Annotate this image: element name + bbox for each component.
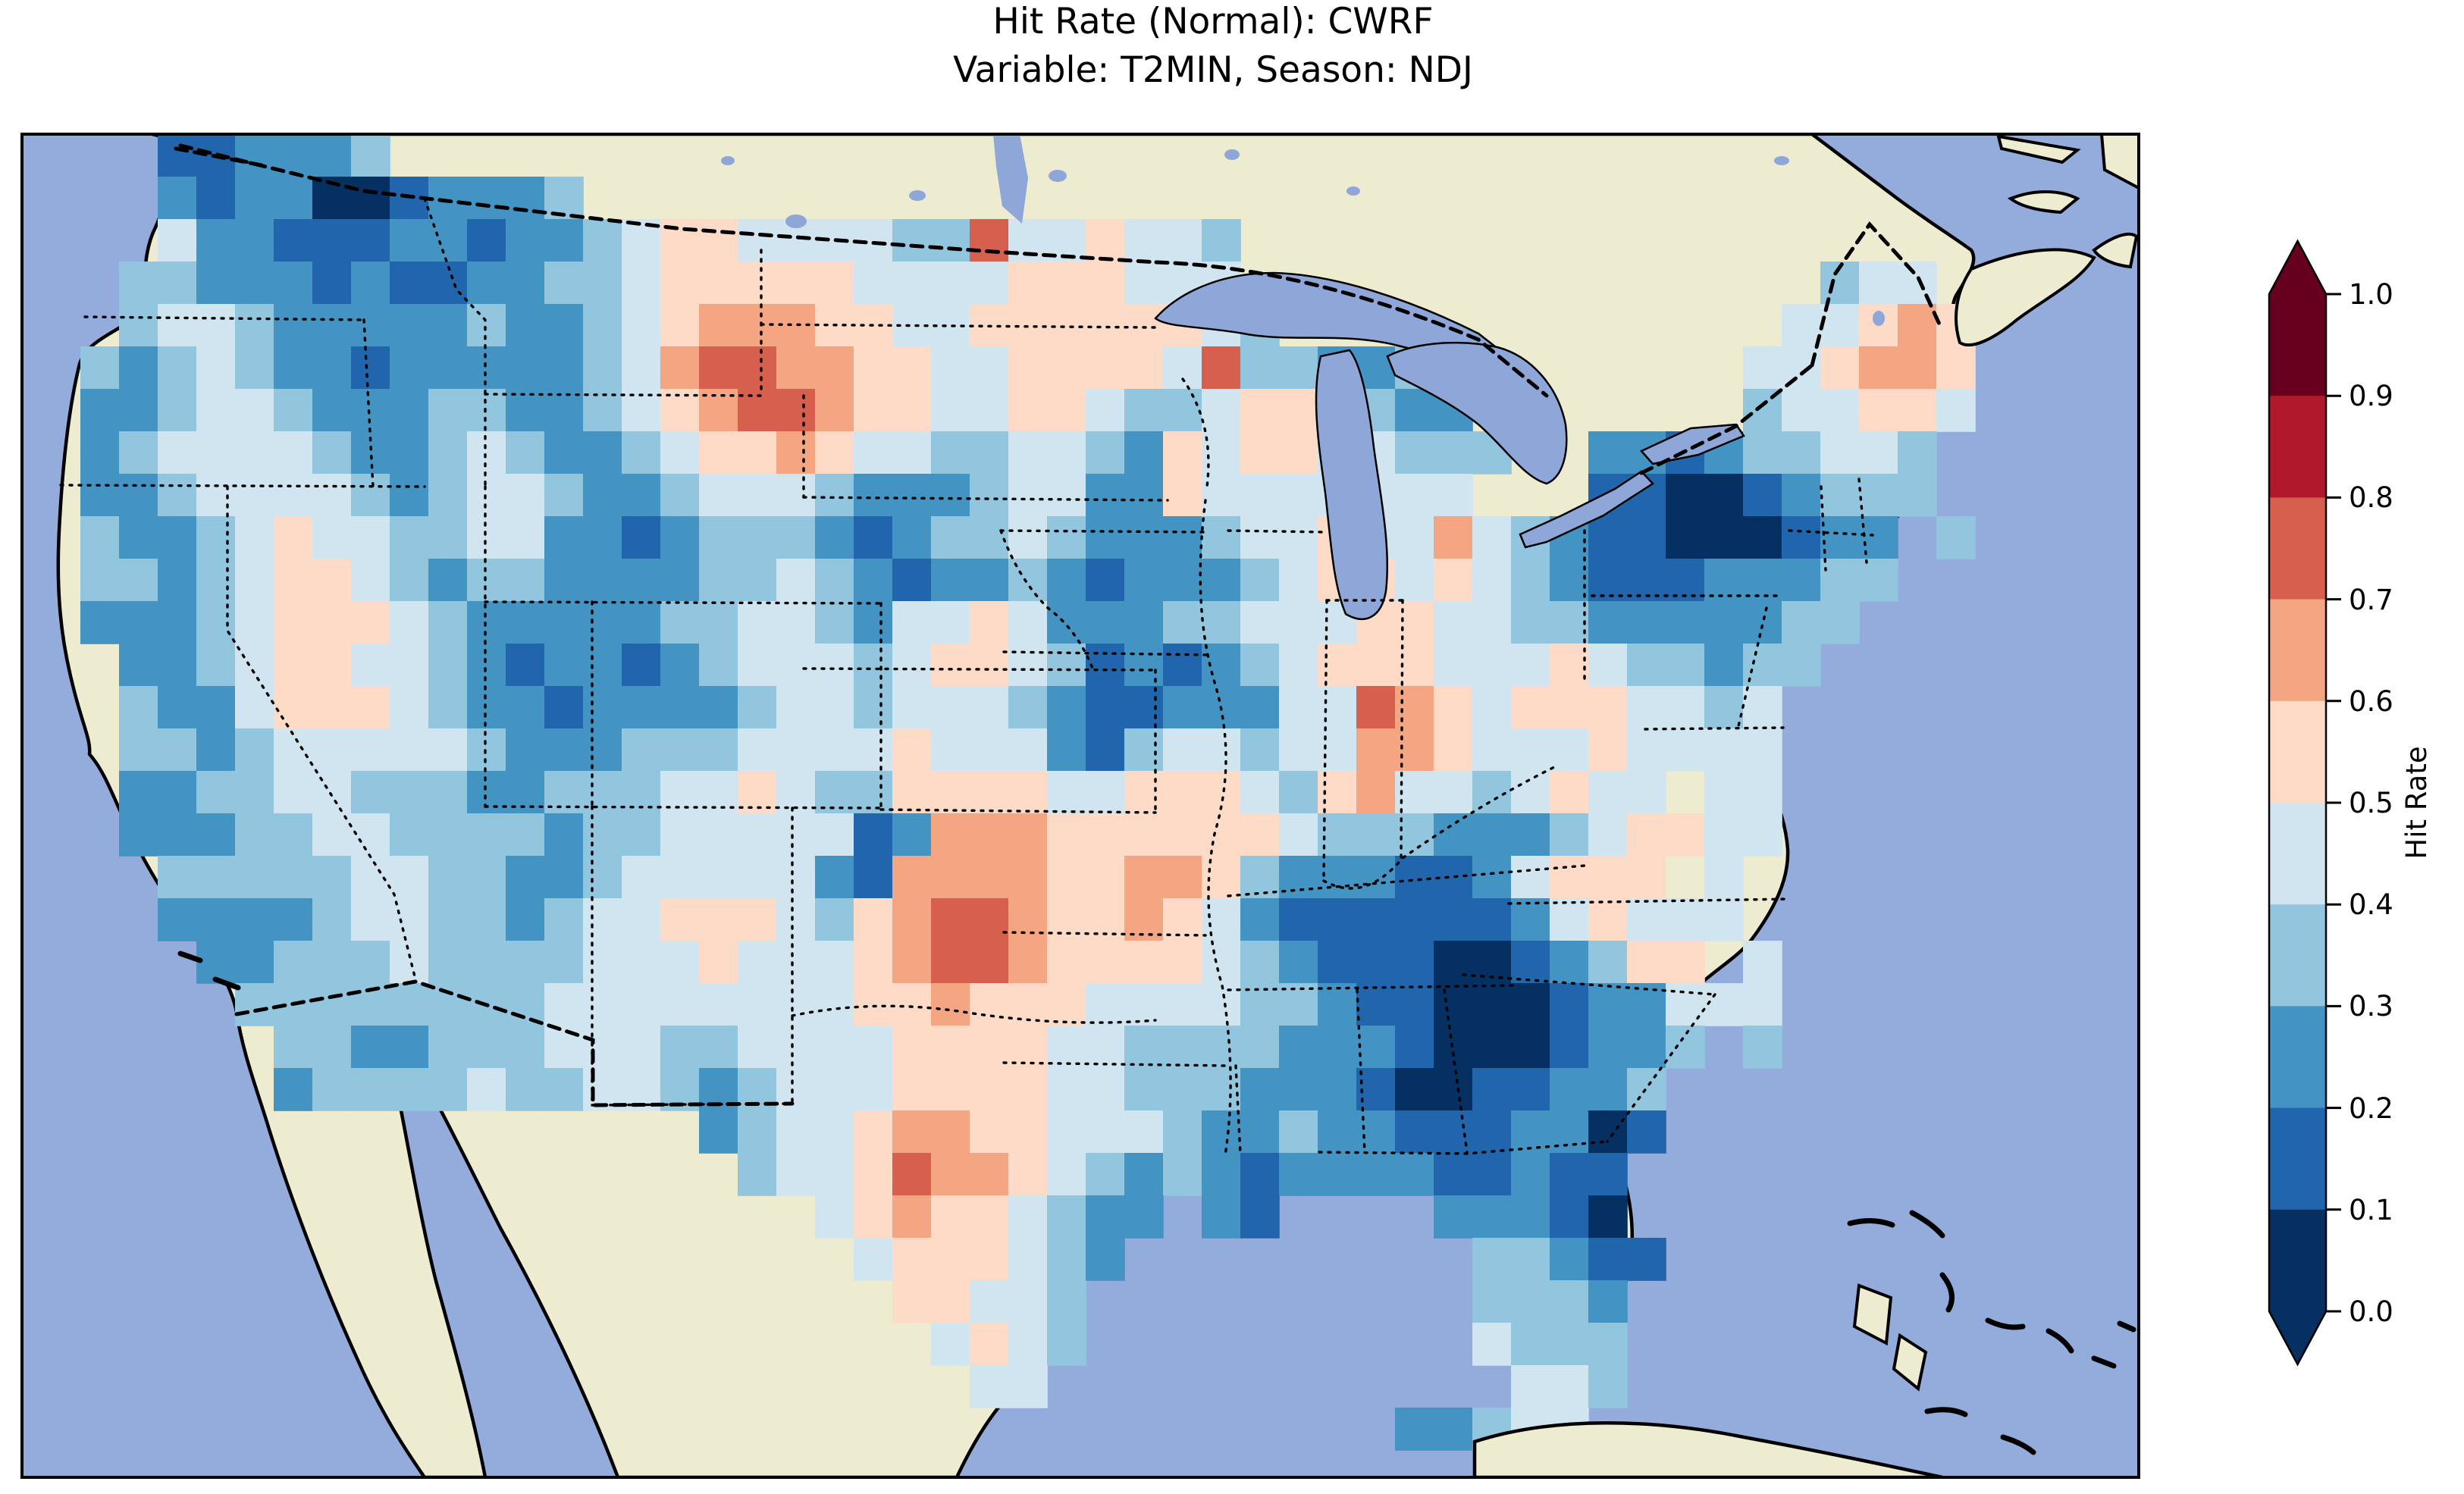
- map-axes: [23, 135, 2138, 1477]
- newfoundland-corner: [2100, 135, 2138, 189]
- tick-0.9: 0.9: [2349, 380, 2393, 412]
- colorbar-tick-labels: 1.0 0.9 0.8 0.7 0.6 0.5 0.4 0.3 0.2 0.1 …: [2349, 278, 2393, 1328]
- tick-0.8: 0.8: [2349, 481, 2393, 514]
- tick-1.0: 1.0: [2349, 278, 2393, 311]
- us-canada-border: [178, 143, 1158, 265]
- andros-island: [1852, 1283, 1893, 1346]
- lake-erie: [1519, 470, 1654, 549]
- great-lakes: [1154, 271, 1745, 620]
- atlantic-canada-islands: [1955, 135, 2138, 347]
- international-borders: [174, 143, 1943, 1107]
- tick-0.4: 0.4: [2349, 888, 2393, 921]
- cape-breton: [2092, 232, 2138, 269]
- canada-small-lakes: [721, 135, 2046, 326]
- colorbar-axis-label: Hit Rate: [2400, 746, 2433, 859]
- figure-title-line2: Variable: T2MIN, Season: NDJ: [953, 49, 1473, 91]
- tick-0.7: 0.7: [2349, 584, 2393, 616]
- figure-title-line1: Hit Rate (Normal): CWRF: [993, 1, 1434, 42]
- cuba: [1472, 1421, 1943, 1477]
- colorbar-ticks: [2326, 293, 2341, 1313]
- caribbean-islands: [177, 951, 2136, 1477]
- us-mexico-border: [234, 979, 795, 1107]
- bahama-islets: [1847, 1210, 2136, 1455]
- maine-canada-border: [1810, 221, 1943, 368]
- tick-0.1: 0.1: [2349, 1194, 2393, 1226]
- lake-winnipeg: [993, 135, 1028, 224]
- map-frame: [20, 133, 2140, 1479]
- nova-scotia: [1955, 248, 2096, 347]
- tick-0.0: 0.0: [2349, 1295, 2393, 1328]
- lake-michigan: [1315, 349, 1389, 620]
- colorbar-segments: [2268, 239, 2328, 1367]
- colorbar: 1.0 0.9 0.8 0.7 0.6 0.5 0.4 0.3 0.2 0.1 …: [2268, 239, 2433, 1367]
- channel-islands: [177, 951, 241, 991]
- prince-edward-island: [2007, 190, 2080, 215]
- border-through-lakes: [1154, 260, 1814, 475]
- state-boundaries: [59, 197, 1874, 1157]
- lake-huron: [1386, 341, 1568, 485]
- bahama-island-2: [1892, 1333, 1928, 1392]
- anticosti-island: [1996, 135, 2081, 164]
- tick-0.2: 0.2: [2349, 1092, 2393, 1125]
- tick-0.5: 0.5: [2349, 787, 2393, 819]
- tick-0.3: 0.3: [2349, 990, 2393, 1023]
- strait-border: [174, 146, 264, 168]
- tick-0.6: 0.6: [2349, 685, 2393, 718]
